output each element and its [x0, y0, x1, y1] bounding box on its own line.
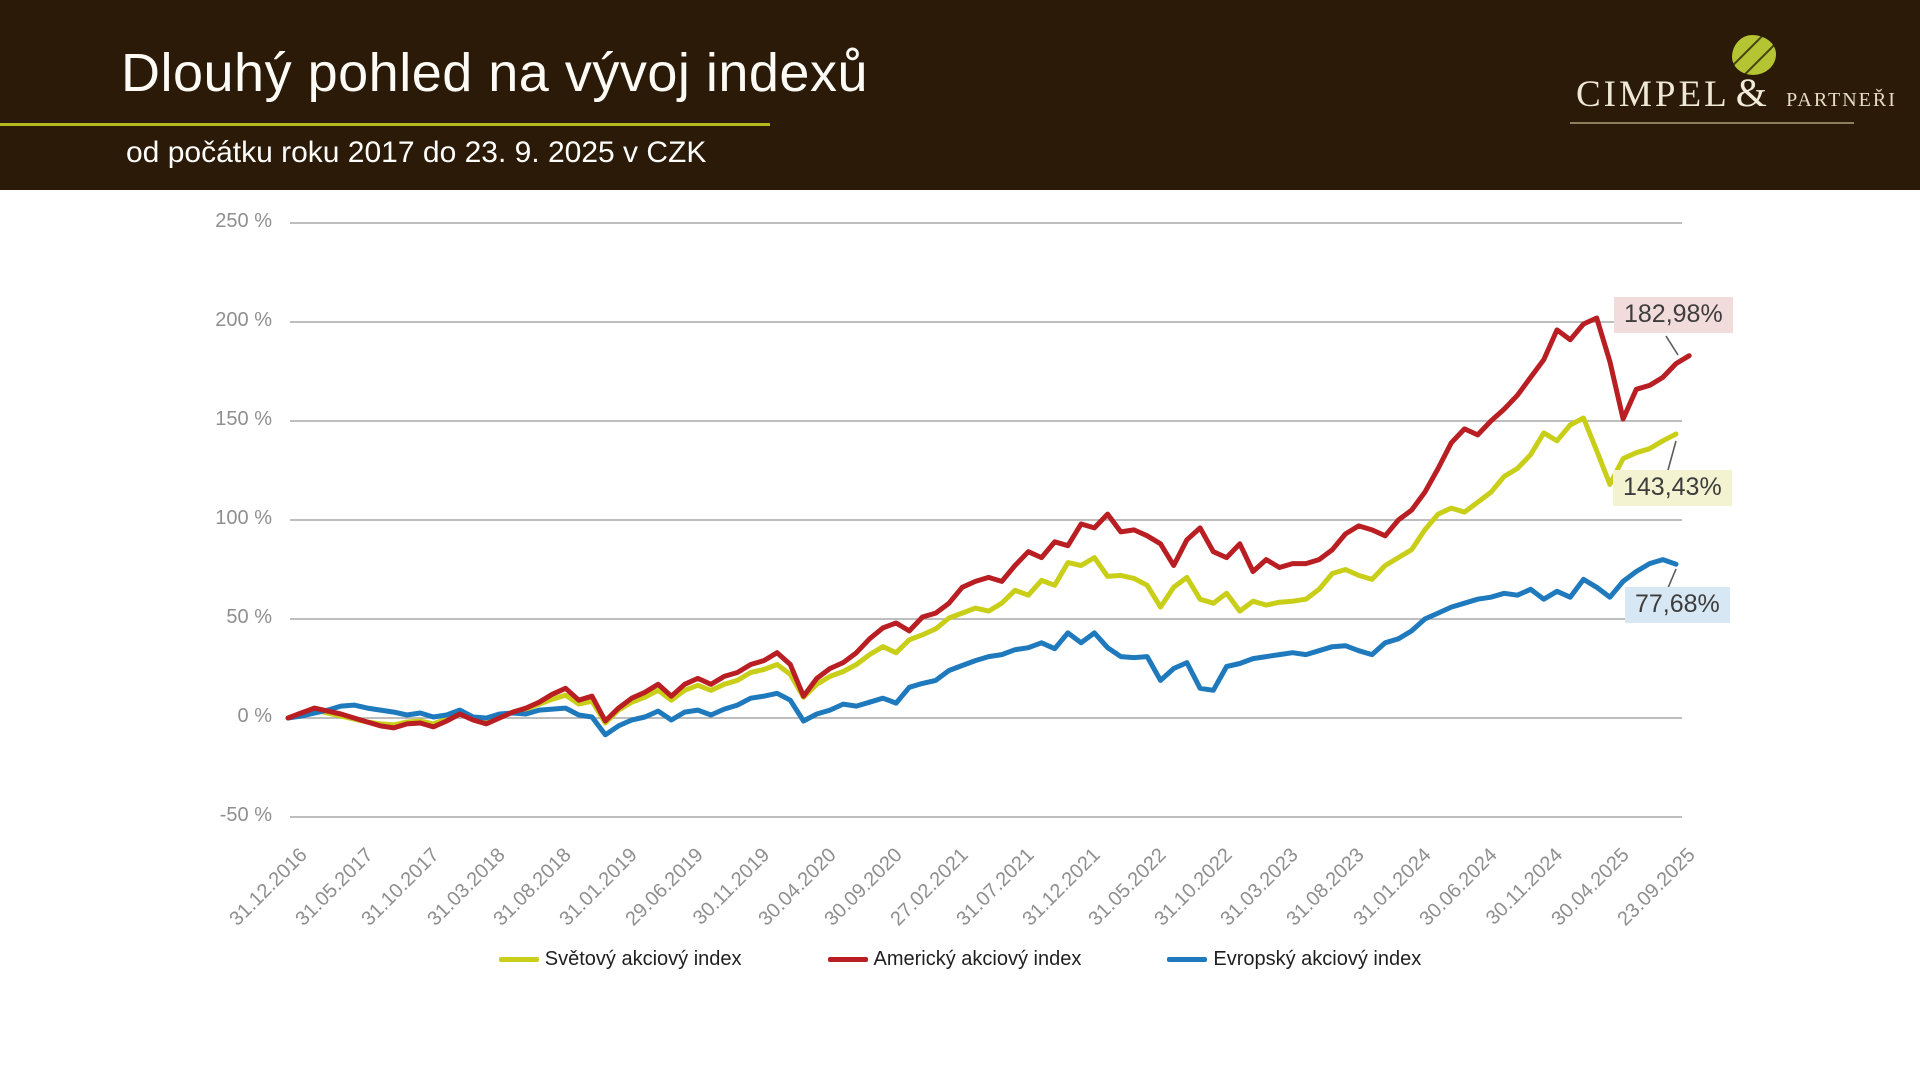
legend-swatch-icon: [1167, 957, 1208, 962]
series-end-value-label: 143,43%: [1613, 470, 1732, 506]
y-tick-label: 250 %: [215, 210, 272, 232]
logo-underline: [1570, 122, 1854, 124]
series-line-světový: [285, 415, 1679, 728]
logo-scribble-icon: [1731, 35, 1776, 75]
company-logo: CIMPEL & PARTNEŘI: [1570, 35, 1895, 124]
end-label-leader: [1665, 335, 1679, 356]
legend-label: Evropský akciový index: [1213, 948, 1422, 970]
page-title: Dlouhý pohled na vývoj indexů: [121, 43, 868, 103]
series-end-value-label: 77,68%: [1625, 587, 1730, 623]
y-tick-label: 100 %: [215, 507, 272, 529]
company-logo-text: CIMPEL & PARTNEŘI: [1576, 35, 1897, 116]
legend-swatch-icon: [827, 957, 868, 962]
end-label-leader: [1667, 568, 1677, 589]
legend-label: Americký akciový index: [873, 948, 1082, 970]
logo-name-sub: PARTNEŘI: [1786, 89, 1897, 111]
end-label-leader: [1667, 440, 1677, 471]
y-tick-label: -50 %: [219, 804, 272, 826]
chart-legend: Světový akciový index Americký akciový in…: [0, 948, 1920, 971]
y-tick-label: 150 %: [215, 408, 272, 430]
logo-name-main: CIMPEL: [1576, 74, 1730, 115]
series-line-americký: [285, 315, 1692, 731]
legend-label: Světový akciový index: [544, 948, 742, 970]
legend-swatch-icon: [498, 957, 539, 962]
series-line-evropský: [285, 557, 1679, 738]
y-tick-label: 0 %: [237, 705, 272, 727]
logo-ampersand: &: [1735, 70, 1767, 115]
series-end-value-label: 182,98%: [1614, 297, 1733, 333]
title-underline: [0, 123, 770, 126]
y-tick-label: 50 %: [226, 606, 272, 628]
legend-item: Evropský akciový index: [1167, 948, 1421, 971]
header: Dlouhý pohled na vývoj indexů od počátku…: [0, 0, 1920, 190]
legend-item: Americký akciový index: [827, 948, 1082, 971]
page-subtitle: od počátku roku 2017 do 23. 9. 2025 v CZ…: [126, 136, 707, 169]
legend-item: Světový akciový index: [498, 948, 742, 971]
y-tick-label: 200 %: [215, 309, 272, 331]
logo-ampersand-group: &: [1730, 35, 1782, 115]
